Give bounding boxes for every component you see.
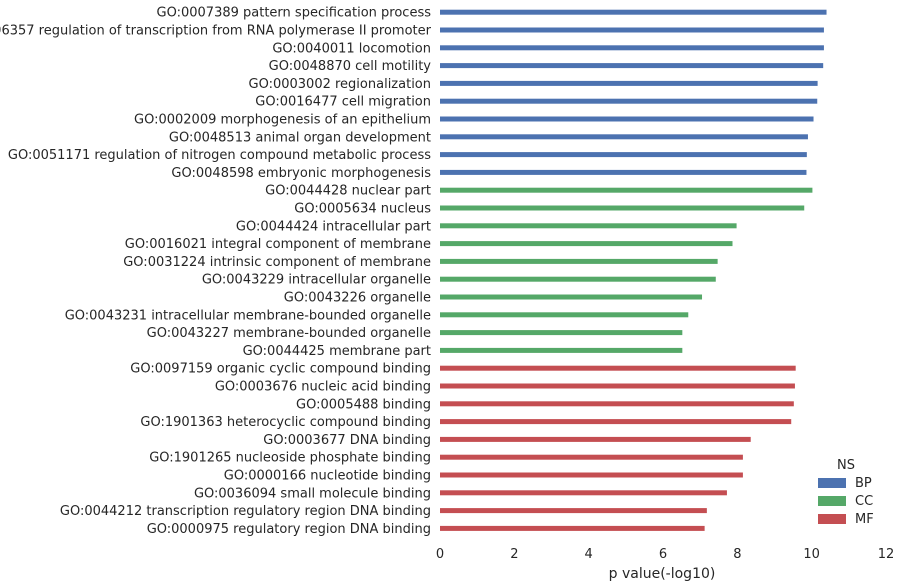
bar-bp — [440, 169, 807, 175]
category-label: GO:0007389 pattern specification process — [157, 6, 432, 21]
category-label: GO:0005634 nucleus — [294, 202, 431, 217]
bar-bp — [440, 116, 814, 122]
x-tick-label: 12 — [878, 547, 895, 562]
bar-mf — [440, 490, 727, 496]
legend-swatch-mf — [818, 514, 846, 524]
category-label: GO:0003676 nucleic acid binding — [215, 380, 431, 395]
category-label: GO:0048870 cell motility — [269, 59, 432, 74]
category-label: GO:0043229 intracellular organelle — [202, 273, 431, 288]
bar-bp — [440, 27, 824, 33]
bar-mf — [440, 525, 705, 531]
category-label: GO:0000975 regulatory region DNA binding — [147, 522, 431, 537]
legend-swatch-cc — [818, 496, 846, 506]
bar-bp — [440, 152, 807, 158]
bar-cc — [440, 187, 813, 193]
bar-bp — [440, 45, 824, 51]
bar-cc — [440, 312, 689, 318]
legend-label-mf: MF — [855, 512, 874, 527]
category-label: GO:0043227 membrane-bounded organelle — [147, 326, 431, 341]
category-label: GO:0031224 intrinsic component of membra… — [123, 255, 431, 270]
bar-mf — [440, 383, 795, 389]
x-tick-label: 10 — [803, 547, 820, 562]
category-label: GO:0003677 DNA binding — [263, 433, 431, 448]
category-label: GO:0016021 integral component of membran… — [125, 237, 431, 252]
x-tick-label: 4 — [585, 547, 593, 562]
category-label: GO:0040011 locomotion — [272, 41, 431, 56]
bar-mf — [440, 401, 794, 407]
category-label: GO:0016477 cell migration — [255, 95, 431, 110]
category-label: GO:0036094 small molecule binding — [194, 486, 431, 501]
legend-swatch-bp — [818, 478, 846, 488]
category-label: GO:0048598 embryonic morphogenesis — [171, 166, 431, 181]
legend-label-bp: BP — [855, 476, 872, 491]
bars — [440, 9, 827, 531]
bar-cc — [440, 330, 683, 336]
category-label: GO:0051171 regulation of nitrogen compou… — [8, 148, 431, 163]
legend: NS BP CC MF — [818, 458, 874, 527]
bar-mf — [440, 472, 743, 478]
bar-cc — [440, 294, 703, 300]
category-label: GO:0044424 intracellular part — [236, 219, 431, 234]
category-label: GO:0097159 organic cyclic compound bindi… — [130, 362, 431, 377]
x-tick-label: 6 — [659, 547, 667, 562]
x-tick-label: 2 — [510, 547, 518, 562]
category-label: GO:0044428 nuclear part — [265, 184, 431, 199]
category-label: GO:1901265 nucleoside phosphate binding — [149, 451, 431, 466]
bar-cc — [440, 276, 716, 282]
bar-cc — [440, 205, 805, 211]
bar-mf — [440, 454, 743, 460]
x-tick-label: 8 — [733, 547, 741, 562]
category-label: GO:0000166 nucleotide binding — [224, 469, 431, 484]
category-label: GO:0006357 regulation of transcription f… — [0, 24, 432, 39]
category-label: GO:0048513 animal organ development — [169, 130, 431, 145]
x-axis-title: p value(-log10) — [609, 566, 716, 582]
bar-bp — [440, 98, 818, 104]
bar-mf — [440, 419, 792, 425]
x-axis-ticks: 0 2 4 6 8 10 12 — [436, 547, 894, 562]
bar-bp — [440, 9, 827, 15]
bar-cc — [440, 258, 718, 264]
category-label: GO:0002009 morphogenesis of an epitheliu… — [134, 113, 431, 128]
bar-cc — [440, 223, 737, 229]
category-label: GO:0043226 organelle — [284, 291, 431, 306]
bar-mf — [440, 365, 796, 371]
bar-cc — [440, 347, 683, 353]
x-tick-label: 0 — [436, 547, 444, 562]
category-label: GO:0005488 binding — [296, 397, 431, 412]
legend-title: NS — [837, 458, 855, 473]
category-label: GO:1901363 heterocyclic compound binding — [140, 415, 431, 430]
legend-label-cc: CC — [855, 494, 873, 509]
bar-mf — [440, 508, 707, 514]
bar-bp — [440, 80, 818, 86]
bar-cc — [440, 241, 733, 247]
category-label: GO:0044212 transcription regulatory regi… — [60, 504, 431, 519]
category-labels: GO:0007389 pattern specification process… — [0, 6, 432, 537]
category-label: GO:0043231 intracellular membrane-bounde… — [65, 308, 431, 323]
bar-mf — [440, 436, 751, 442]
bar-bp — [440, 134, 808, 140]
category-label: GO:0003002 regionalization — [249, 77, 431, 92]
bar-bp — [440, 63, 824, 69]
category-label: GO:0044425 membrane part — [243, 344, 431, 359]
